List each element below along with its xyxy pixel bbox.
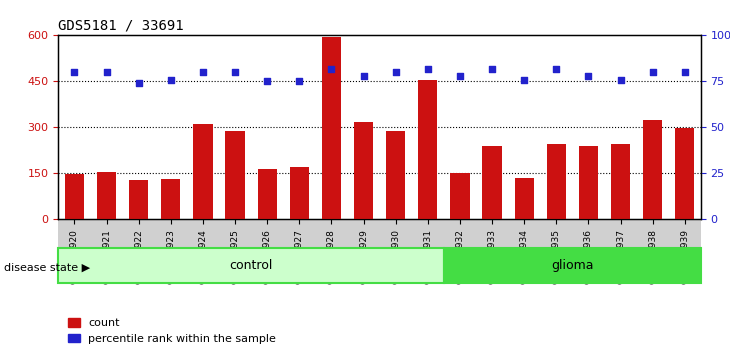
Bar [65,174,84,219]
Bar [283,219,315,284]
Bar [508,219,540,284]
Point [679,69,691,75]
Point [486,66,498,72]
Bar [450,173,469,219]
Bar [412,219,444,284]
Legend: count, percentile rank within the sample: count, percentile rank within the sample [64,314,281,348]
Text: GDS5181 / 33691: GDS5181 / 33691 [58,19,184,33]
Bar [418,80,437,219]
Bar [123,219,155,284]
Bar [187,219,219,284]
Point [69,69,80,75]
Bar [669,219,701,284]
Bar [129,180,148,219]
FancyBboxPatch shape [58,248,444,283]
Bar [347,219,380,284]
Point [133,80,145,86]
Bar [643,120,662,219]
Bar [354,122,373,219]
Point [518,77,530,82]
Bar [226,131,245,219]
Bar [444,219,476,284]
Bar [604,219,637,284]
Bar [315,219,347,284]
Point [293,79,305,84]
Bar [637,219,669,284]
Bar [579,146,598,219]
Point [358,73,369,79]
Point [647,69,658,75]
Bar [322,37,341,219]
Point [454,73,466,79]
Text: disease state ▶: disease state ▶ [4,262,90,272]
Point [550,66,562,72]
FancyBboxPatch shape [444,248,701,283]
Bar [611,144,630,219]
Point [615,77,626,82]
Point [261,79,273,84]
Bar [540,219,572,284]
Point [101,69,112,75]
Bar [675,128,694,219]
Bar [219,219,251,284]
Bar [258,169,277,219]
Bar [547,144,566,219]
Bar [483,146,502,219]
Point [165,77,177,82]
Bar [97,172,116,219]
Bar [155,219,187,284]
Bar [572,219,604,284]
Point [390,69,402,75]
Bar [193,124,212,219]
Bar [91,219,123,284]
Point [326,66,337,72]
Bar [58,219,91,284]
Point [422,66,434,72]
Bar [251,219,283,284]
Bar [290,167,309,219]
Bar [476,219,508,284]
Point [229,69,241,75]
Bar [386,131,405,219]
Bar [161,179,180,219]
Text: control: control [229,259,273,272]
Text: glioma: glioma [551,259,593,272]
Point [197,69,209,75]
Point [583,73,594,79]
Bar [380,219,412,284]
Bar [515,178,534,219]
